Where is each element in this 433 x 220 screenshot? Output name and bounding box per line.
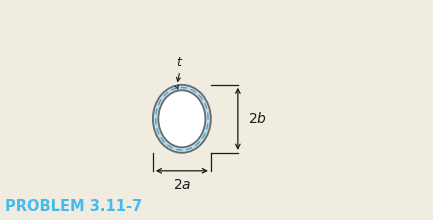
Text: PROBLEM 3.11-7: PROBLEM 3.11-7 (5, 199, 142, 214)
Text: $2a$: $2a$ (173, 178, 191, 192)
Ellipse shape (158, 90, 205, 147)
Text: $2b$: $2b$ (248, 111, 267, 126)
Text: $t$: $t$ (176, 56, 184, 69)
Ellipse shape (153, 85, 211, 153)
